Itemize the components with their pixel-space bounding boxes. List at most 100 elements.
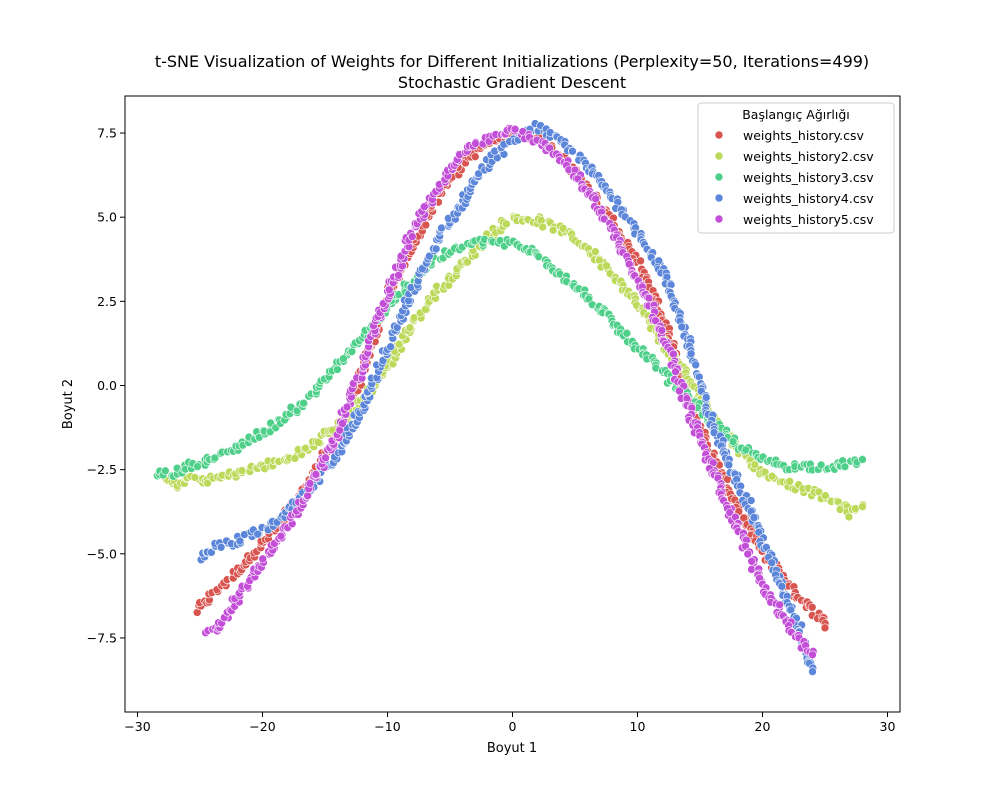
data-point [419,202,429,212]
data-point [636,256,645,266]
data-point [339,354,348,364]
data-point [407,232,417,241]
data-point [502,219,511,229]
data-point [305,479,315,488]
scatter-points [153,119,868,676]
data-point [701,393,711,402]
data-point [807,602,817,612]
data-point [463,257,472,267]
data-point [321,453,330,463]
data-point [691,360,701,370]
series-points [201,124,818,660]
data-point [728,437,738,446]
series-points [196,119,818,676]
data-point [538,222,548,232]
legend-entry-label: weights_history5.csv [743,212,874,227]
legend-entry-label: weights_history3.csv [743,170,874,185]
data-point [777,582,787,591]
data-point [510,124,520,134]
data-point [425,251,434,261]
legend-marker [714,130,724,140]
y-tick-label: 7.5 [97,126,117,141]
data-point [216,542,226,552]
data-point [193,462,202,471]
data-point [808,667,817,676]
data-point [338,419,347,428]
data-point [686,349,696,359]
data-point [237,466,247,475]
y-axis-label: Boyut 2 [61,379,76,429]
data-point [599,214,609,224]
data-point [471,139,480,148]
legend-marker [714,151,724,161]
data-point [775,600,784,610]
legend-box [697,102,895,234]
data-point [405,323,415,333]
data-point [431,244,441,254]
data-point [858,455,867,464]
legend: Başlangıç Ağırlığı weights_history.csvwe… [697,102,895,234]
data-point [190,473,200,482]
y-tick-label: 0.0 [97,378,117,393]
data-point [470,152,480,161]
data-point [749,513,759,522]
data-point [754,527,764,537]
data-point [235,536,245,546]
data-point [299,398,308,408]
x-tick-label: 0 [509,719,517,734]
data-point [378,356,388,365]
data-point [750,460,760,470]
x-tick-label: 20 [755,719,771,734]
x-tick-label: −20 [249,719,275,734]
data-point [253,529,263,539]
data-point [210,453,220,463]
y-tick-label: −2.5 [87,462,117,477]
data-point [820,623,830,633]
data-point [290,454,300,463]
data-point [333,365,342,374]
data-point [675,386,684,396]
data-point [311,470,321,479]
data-point [276,531,286,541]
data-point [840,462,850,472]
data-point [747,565,756,574]
x-tick-label: 10 [630,719,646,734]
data-point [161,466,170,476]
data-point [644,293,654,303]
legend-marker [714,172,724,182]
chart-title: t-SNE Visualization of Weights for Diffe… [155,52,869,71]
data-point [342,402,352,412]
x-tick-label: −30 [124,719,150,734]
legend-marker [714,214,724,224]
y-tick-label: −5.0 [87,546,117,561]
data-point [301,443,310,453]
legend-entry-label: weights_history2.csv [743,149,874,164]
legend-items: weights_history.csv weights_history2.csvw… [714,128,874,227]
data-point [534,252,543,261]
y-tick-label: 5.0 [97,210,117,225]
y-axis-ticks: −7.5 −5.0 −2.5 0.0 2.5 5.0 7.5 [87,126,125,645]
data-point [858,502,867,511]
data-point [591,247,600,257]
data-point [724,460,734,470]
data-point [314,438,323,447]
data-point [651,316,660,325]
data-point [747,556,756,566]
data-point [844,512,854,522]
data-point [392,323,402,332]
series-points [153,235,867,481]
data-point [568,146,577,156]
data-point [816,460,826,470]
legend-entry-label: weights_history.csv [743,128,864,143]
data-point [677,322,687,332]
data-point [767,558,777,567]
data-point [602,261,611,271]
data-point [743,549,753,559]
legend-entry-label: weights_history4.csv [743,191,874,206]
x-axis-ticks: −30 −20 −10 0 10 20 30 [124,712,895,734]
data-point [669,349,678,359]
data-point [767,471,777,481]
data-point [785,477,795,486]
x-axis-label: Boyut 1 [487,741,537,756]
